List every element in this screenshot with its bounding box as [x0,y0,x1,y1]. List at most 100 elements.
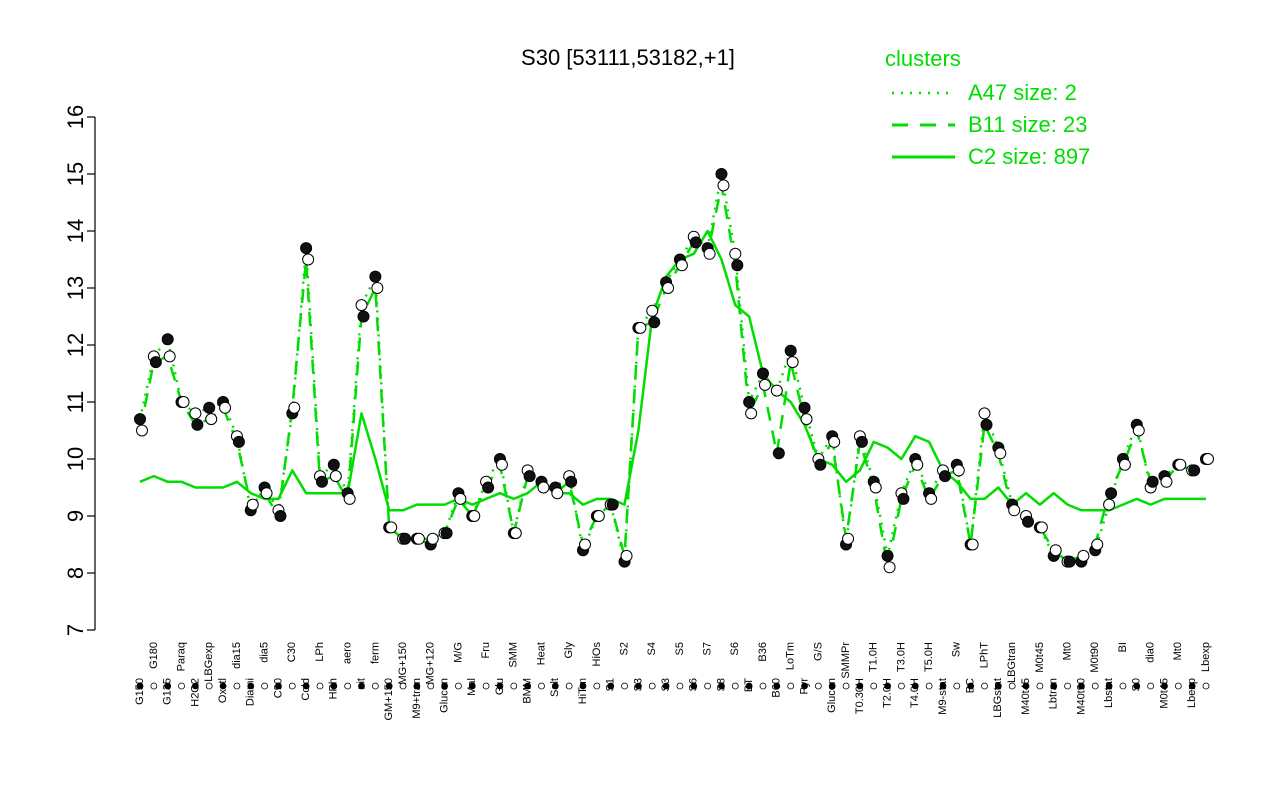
x-tick-label: Glu [494,678,506,695]
x-tick-mark [468,682,476,690]
x-tick-mark [1078,682,1085,690]
data-point [288,401,301,414]
data-point [355,299,368,312]
data-point [329,470,342,483]
data-point [579,538,592,551]
data-point [315,475,328,488]
x-tick-label: Paraq [175,642,187,671]
data-point [772,447,785,460]
x-tick-label: M9-stat [937,678,949,715]
x-tick-label: BC [965,678,977,693]
x-tick-mark [856,682,864,690]
x-tick-mark [579,682,587,690]
x-tick-label: LPh [314,642,326,662]
x-tick-mark [1064,682,1071,690]
data-point [302,253,315,266]
x-tick-mark [316,682,324,690]
x-tick-label: M40t45 [1020,678,1032,715]
x-tick-label: LoTm [785,642,797,670]
data-point [786,356,799,369]
data-point [1022,515,1035,528]
data-point [440,527,453,540]
x-tick-label: S5 [674,642,686,655]
x-tick-mark [399,682,407,690]
x-tick-mark [607,682,615,690]
y-tick-label: 7 [63,624,88,636]
x-tick-label: HiOs [591,642,603,667]
data-point [1160,475,1173,488]
data-point [1077,549,1090,562]
x-tick-label: HiTm [577,678,589,704]
x-tick-mark [593,682,601,690]
data-point [149,356,162,369]
data-point [994,447,1007,460]
x-tick-label: Oxctl [217,678,229,703]
data-point [161,333,174,346]
x-tick-mark [551,682,559,690]
data-point [784,344,797,357]
data-point [911,458,924,471]
x-tick-label: Fru [480,642,492,659]
data-point [662,282,675,294]
data-point [385,521,398,534]
data-point [1008,504,1021,517]
data-point [952,464,965,477]
legend-title: clusters [885,46,961,71]
data-point [523,470,536,483]
data-point [412,532,425,545]
x-tick-mark [565,682,573,690]
data-point [357,310,370,323]
data-point [798,401,811,414]
x-tick-label: Sw [951,642,963,657]
x-tick-label: M0t45 [1158,678,1170,709]
x-tick-mark [275,682,282,690]
data-point [327,458,340,471]
x-tick-label: dia0 [1145,642,1157,663]
x-tick-label: S6 [729,642,741,655]
x-tick-label: C30 [286,642,298,662]
x-tick-mark [441,682,448,690]
data-point [509,527,522,540]
data-point [191,418,204,431]
x-tick-mark [358,682,365,690]
x-tick-mark [690,682,698,690]
x-tick-label: ferm [369,642,381,664]
data-point [1174,458,1187,471]
data-point [592,510,605,522]
data-point [1132,424,1145,437]
x-tick-mark [870,682,878,690]
x-tick-mark [261,682,268,690]
x-tick-mark [1105,682,1113,690]
data-point [980,418,993,431]
y-axis: 7 8 9 10 11 12 13 14 15 16 [63,105,96,636]
x-tick-mark [925,682,933,690]
x-tick-mark [1050,682,1058,690]
x-tick-mark [385,682,393,690]
y-tick-label: 15 [63,162,88,186]
y-tick-label: 8 [63,567,88,579]
x-tick-label: SMM [508,642,520,668]
x-tick-mark [773,682,781,690]
x-tick-mark [1008,682,1016,690]
x-tick-mark [1119,682,1127,690]
x-tick-mark [953,682,961,690]
x-tick-label: BMM [522,678,534,704]
data-point [300,242,313,255]
x-tick-mark [205,682,213,690]
data-point [205,413,218,426]
data-point [219,401,232,414]
x-tick-mark [911,682,919,690]
x-tick-label: T4.0H [909,678,921,708]
x-tick-mark [759,682,767,690]
x-tick-mark [247,682,255,690]
data-point [800,413,813,426]
x-tick-mark [814,682,822,690]
x-tick-label: G180 [148,642,160,669]
data-point [260,487,273,500]
x-tick-mark [1036,682,1044,690]
x-tick-mark [842,682,850,690]
x-tick-mark [884,682,891,690]
x-tick-mark [648,682,656,690]
x-tick-mark [233,682,241,690]
series-line-solid [139,229,1206,512]
